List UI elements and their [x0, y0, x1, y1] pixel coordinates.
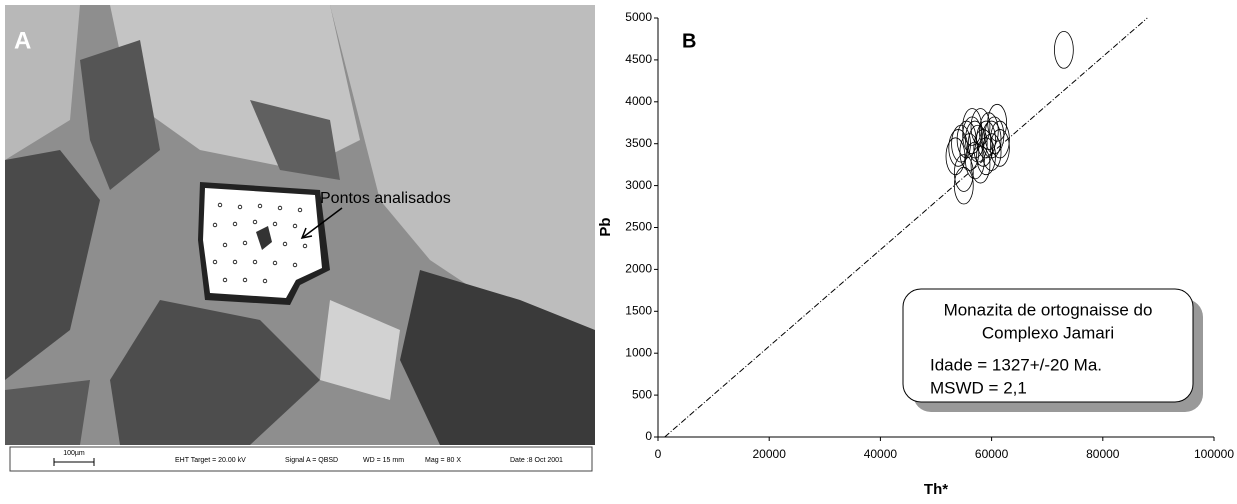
y-tick-label: 4000: [625, 94, 652, 108]
isochron-line: [664, 17, 1148, 438]
footer-item: Mag = 80 X: [425, 457, 461, 464]
legend-box: [902, 288, 1194, 403]
y-tick-label: 0: [645, 429, 652, 443]
y-tick-label: 4500: [625, 52, 652, 66]
y-tick-label: 2000: [625, 262, 652, 276]
y-tick-label: 3000: [625, 178, 652, 192]
legend-text: Monazita de ortognaisse do: [944, 300, 1153, 319]
x-tick-label: 100000: [1194, 447, 1234, 461]
error-ellipse: [953, 166, 974, 205]
sem-image: [5, 5, 595, 445]
scale-bar-label: 100µm: [63, 450, 85, 457]
error-ellipse: [970, 108, 991, 146]
footer-item: Signal A = QBSD: [285, 457, 338, 464]
error-ellipse: [945, 137, 966, 176]
error-ellipse: [965, 120, 985, 159]
legend-text: MSWD = 2,1: [930, 378, 1027, 397]
error-ellipse: [970, 145, 991, 184]
y-tick-label: 1000: [625, 345, 652, 359]
y-tick-label: 500: [632, 387, 652, 401]
footer-text: EHT Target = 20.00 kV Signal A = QBSD WD…: [175, 457, 563, 464]
y-tick-label: 3500: [625, 136, 652, 150]
legend-text: Complexo Jamari: [982, 323, 1114, 342]
error-ellipse: [1054, 31, 1074, 69]
error-ellipse: [990, 129, 1010, 167]
x-axis-label: Th*: [924, 481, 948, 498]
x-tick-label: 80000: [1086, 447, 1120, 461]
error-ellipse: [976, 120, 996, 159]
panel-label: B: [682, 30, 696, 52]
panel-label: A: [14, 27, 31, 54]
footer-item: Date :8 Oct 2001: [510, 457, 563, 464]
x-tick-label: 20000: [753, 447, 787, 461]
error-ellipse: [976, 137, 996, 176]
y-tick-label: 1500: [625, 303, 652, 317]
x-tick-label: 0: [655, 447, 662, 461]
arrow-head: [300, 227, 313, 240]
error-ellipse: [948, 129, 969, 167]
annotation: Pontos analisados: [320, 190, 451, 207]
scale-bar: [53, 458, 95, 466]
y-tick-label: 5000: [625, 10, 652, 24]
footer-item: WD = 15 mm: [363, 457, 404, 464]
y-tick-label: 2500: [625, 220, 652, 234]
legend-text: Idade = 1327+/-20 Ma.: [930, 355, 1102, 374]
y-axis-label: Pb: [597, 217, 614, 236]
annotation-arrow: [301, 207, 343, 239]
x-tick-label: 60000: [975, 447, 1009, 461]
footer-item: EHT Target = 20.00 kV: [175, 457, 246, 464]
image-footer: [9, 446, 593, 472]
error-ellipse: [953, 154, 974, 192]
x-tick-label: 40000: [864, 447, 898, 461]
